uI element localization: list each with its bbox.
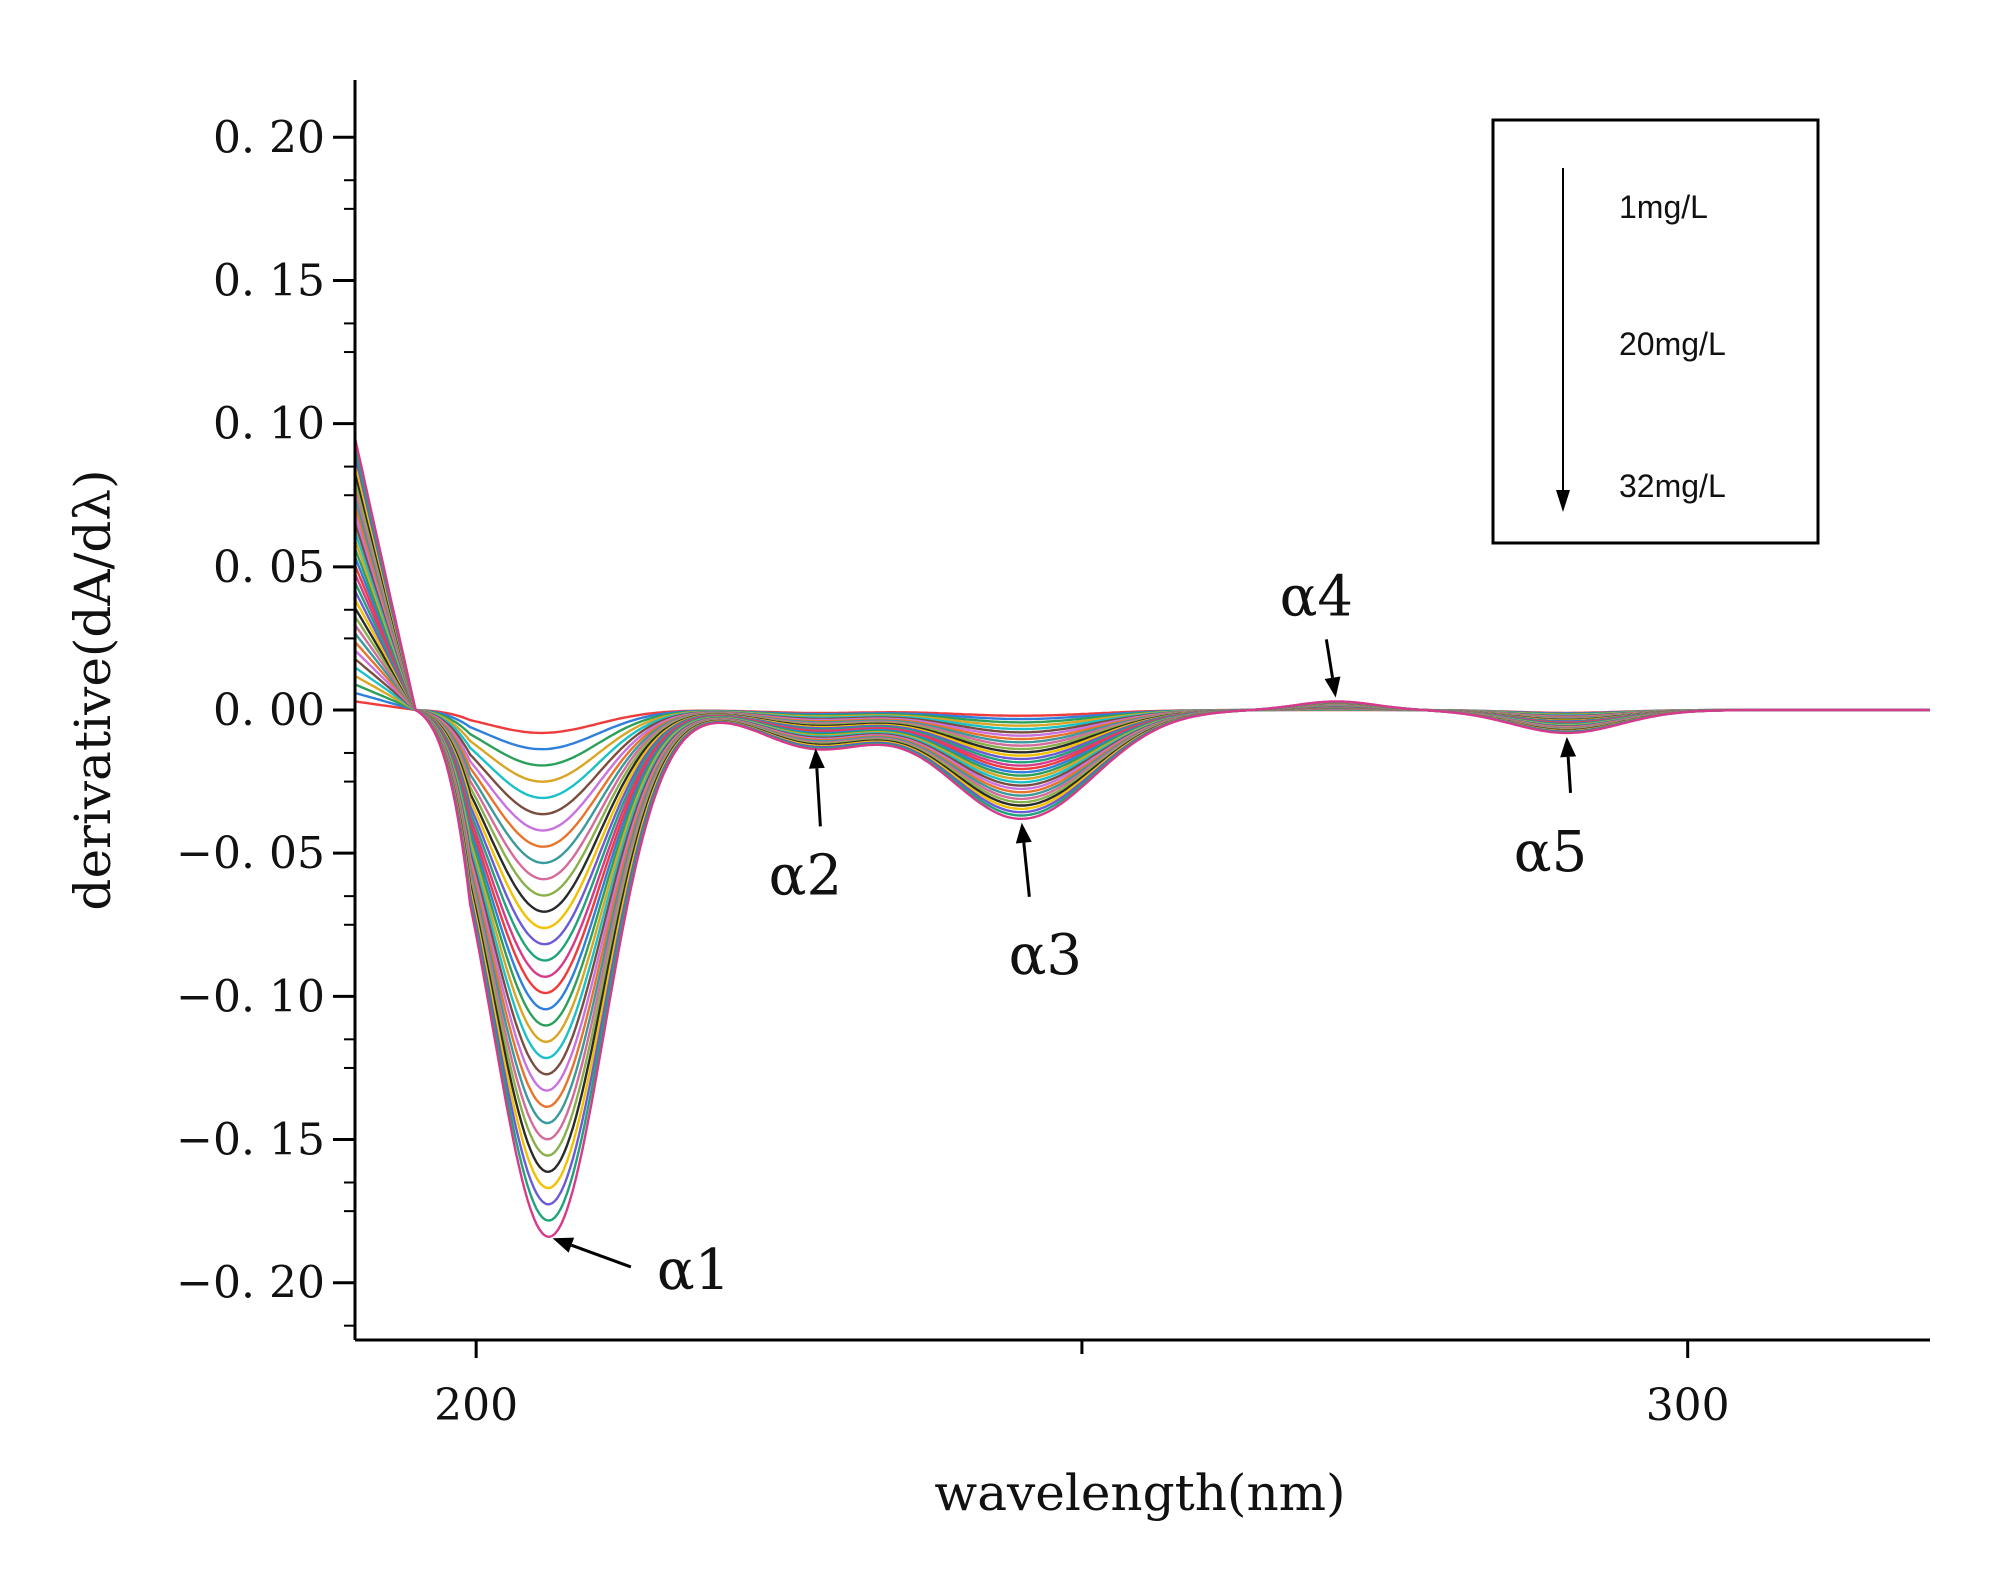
y-tick-label: 0. 05 bbox=[213, 542, 325, 593]
annotation-arrow-shaft bbox=[1022, 842, 1031, 897]
x-tick-label: 200 bbox=[434, 1380, 518, 1431]
annotation-arrow-head bbox=[808, 748, 825, 769]
x-axis-title: wavelength(nm) bbox=[934, 1464, 1345, 1522]
legend-box bbox=[1491, 118, 1820, 545]
y-tick-label: −0. 05 bbox=[176, 828, 325, 879]
annotation-arrow-shaft bbox=[1324, 639, 1335, 678]
legend-arrow-head bbox=[1556, 490, 1570, 512]
legend-entry-20mg: 20mg/L bbox=[1619, 326, 1726, 362]
series-line-19 bbox=[353, 547, 1930, 1027]
y-tick-label: 0. 10 bbox=[213, 399, 325, 450]
peak-annotations: α1 α2 α3 α4 α5 bbox=[552, 564, 1587, 1303]
annotation-label: α5 bbox=[1514, 820, 1587, 885]
y-tick-label: 0. 15 bbox=[213, 255, 325, 306]
annotation-label: α2 bbox=[769, 843, 842, 908]
y-tick-label: −0. 20 bbox=[176, 1258, 325, 1309]
y-tick-label: 0. 20 bbox=[213, 112, 325, 163]
legend-entry-32mg: 32mg/L bbox=[1619, 468, 1726, 504]
series-line-16 bbox=[353, 573, 1930, 978]
annotation-arrow-shaft bbox=[570, 1243, 632, 1269]
annotation-arrow-shaft bbox=[1566, 756, 1573, 794]
annotation-arrow-head bbox=[1015, 822, 1032, 844]
legend-entry-1mg: 1mg/L bbox=[1619, 189, 1708, 225]
x-tick-label: 300 bbox=[1646, 1380, 1730, 1431]
series-line-17 bbox=[353, 564, 1930, 995]
y-tick-label: −0. 15 bbox=[176, 1115, 325, 1166]
annotation-arrow-head bbox=[1560, 736, 1577, 758]
annotation-label: α3 bbox=[1009, 923, 1082, 988]
annotation-label: α4 bbox=[1280, 564, 1353, 629]
legend: 1mg/L 20mg/L 32mg/L bbox=[1491, 118, 1820, 545]
annotation-label: α1 bbox=[657, 1238, 730, 1303]
series-line-13 bbox=[353, 598, 1930, 930]
annotation-arrow-head bbox=[1324, 676, 1341, 698]
y-axis-title: derivative(dA/dλ) bbox=[64, 469, 122, 910]
y-tick-label: −0. 10 bbox=[176, 971, 325, 1022]
y-tick-label: 0. 00 bbox=[213, 685, 325, 736]
series-line-20 bbox=[353, 539, 1930, 1043]
series-line-22 bbox=[353, 522, 1930, 1076]
annotation-arrow-shaft bbox=[815, 768, 822, 827]
series-line-14 bbox=[353, 590, 1930, 946]
series-layer bbox=[353, 437, 1930, 1239]
x-ticks: 200 300 bbox=[434, 1340, 1730, 1431]
series-line-32 bbox=[353, 437, 1930, 1239]
y-ticks: 0. 20 0. 15 0. 10 0. 05 0. 00 −0. 05 −0. 10 −0.… bbox=[176, 112, 355, 1327]
annotation-arrow-head bbox=[552, 1237, 575, 1253]
